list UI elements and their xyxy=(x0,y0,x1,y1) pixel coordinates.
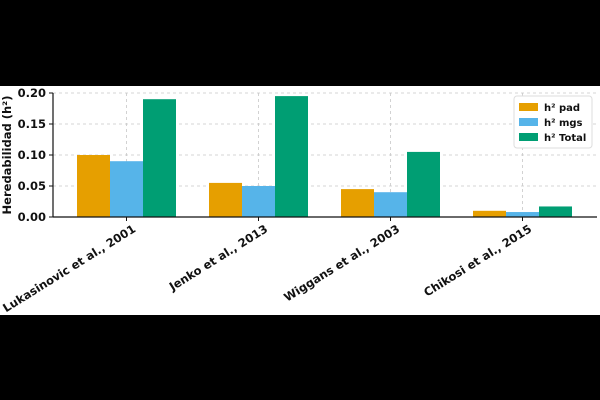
bar-3-3 xyxy=(407,151,440,217)
bar-3-2 xyxy=(275,96,308,217)
bars xyxy=(77,96,572,217)
x-tick-label: Chikosi et al., 2015 xyxy=(421,222,534,300)
bar-1-3 xyxy=(341,189,374,217)
y-tick-labels: 0.00 0.05 0.10 0.15 0.20 xyxy=(18,86,46,224)
bar-chart: 0.00 0.05 0.10 0.15 0.20 Lukasinovic et al.,… xyxy=(0,86,597,315)
legend-label: h² pad xyxy=(544,103,580,114)
legend-label: h² mgs xyxy=(544,118,583,129)
bar-3-1 xyxy=(143,99,176,217)
legend-swatch xyxy=(519,133,538,141)
y-tick-label: 0.15 xyxy=(18,117,46,131)
x-tick-label: Jenko et al., 2013 xyxy=(166,222,270,294)
x-tick-label: Wiggans et al., 2003 xyxy=(281,222,402,305)
bar-1-1 xyxy=(77,155,110,217)
bar-1-2 xyxy=(209,182,242,217)
bar-3-4 xyxy=(539,206,572,217)
bar-2-2 xyxy=(242,186,275,217)
legend: h² pad h² mgs h² Total xyxy=(513,95,593,149)
y-tick-label: 0.00 xyxy=(18,210,46,224)
legend-swatch xyxy=(519,118,538,126)
bar-2-4 xyxy=(506,212,539,217)
y-tick-label: 0.05 xyxy=(18,179,46,193)
y-axis-label: Heredabilidad (h²) xyxy=(0,96,14,215)
chart-panel: 0.00 0.05 0.10 0.15 0.20 Lukasinovic et al.,… xyxy=(0,86,600,315)
bar-2-3 xyxy=(374,192,407,217)
x-tick-labels: Lukasinovic et al., 2001 Jenko et al., 20… xyxy=(0,222,534,315)
x-tick-label: Lukasinovic et al., 2001 xyxy=(0,222,138,315)
bar-1-4 xyxy=(473,210,506,217)
y-tick-label: 0.10 xyxy=(18,148,46,162)
y-tick-label: 0.20 xyxy=(18,86,46,100)
legend-label: h² Total xyxy=(544,133,586,144)
legend-swatch xyxy=(519,103,538,111)
axes xyxy=(49,92,597,221)
bar-2-1 xyxy=(110,161,143,217)
